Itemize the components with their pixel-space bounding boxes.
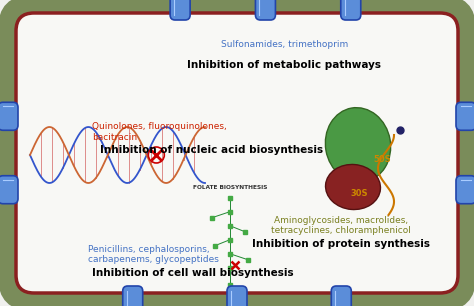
Text: Aminoglycosides, macrolides,
tetracyclines, chloramphenicol: Aminoglycosides, macrolides, tetracyclin… — [271, 216, 411, 235]
Ellipse shape — [325, 108, 391, 182]
FancyBboxPatch shape — [0, 176, 18, 204]
Text: Penicillins, cephalosporins,
carbapenems, glycopeptides: Penicillins, cephalosporins, carbapenems… — [88, 245, 219, 264]
FancyBboxPatch shape — [170, 0, 190, 20]
Text: Inhibition of cell wall biosynthesis: Inhibition of cell wall biosynthesis — [92, 268, 294, 278]
Text: 30S: 30S — [350, 188, 367, 197]
Text: 50S: 50S — [373, 155, 391, 165]
FancyBboxPatch shape — [123, 286, 143, 306]
FancyBboxPatch shape — [227, 286, 247, 306]
Text: Inhibition of protein synthesis: Inhibition of protein synthesis — [252, 239, 430, 249]
FancyBboxPatch shape — [456, 102, 474, 130]
FancyBboxPatch shape — [0, 102, 18, 130]
FancyBboxPatch shape — [16, 13, 458, 293]
FancyBboxPatch shape — [255, 0, 275, 20]
Text: Sulfonamides, trimethoprim: Sulfonamides, trimethoprim — [221, 40, 348, 49]
FancyBboxPatch shape — [456, 176, 474, 204]
FancyBboxPatch shape — [8, 5, 466, 301]
Text: Inhibition of nucleic acid biosynthesis: Inhibition of nucleic acid biosynthesis — [100, 145, 323, 155]
FancyBboxPatch shape — [341, 0, 361, 20]
Text: Quinolones, fluoroquinolones,
bacitracin: Quinolones, fluoroquinolones, bacitracin — [92, 122, 227, 142]
Text: Inhibition of metabolic pathways: Inhibition of metabolic pathways — [187, 60, 382, 70]
Text: FOLATE BIOSYNTHESIS: FOLATE BIOSYNTHESIS — [193, 185, 267, 190]
Ellipse shape — [326, 164, 381, 210]
FancyBboxPatch shape — [331, 286, 351, 306]
